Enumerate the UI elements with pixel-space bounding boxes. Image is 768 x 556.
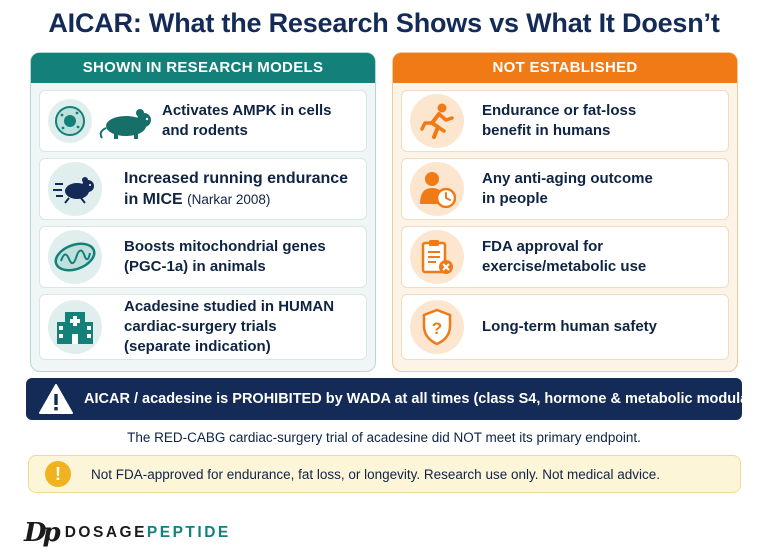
not-item-endurance-humans: Endurance or fat-loss benefit in humans — [401, 90, 729, 152]
shown-item-mitochondria: Boosts mitochondrial genes (PGC-1a) in a… — [39, 226, 367, 288]
shown-item-endurance-mice: Increased running endurance in MICE (Nar… — [39, 158, 367, 220]
brand-mark: Dp — [24, 518, 61, 548]
disclaimer-box: ! Not FDA-approved for endurance, fat lo… — [28, 455, 741, 493]
red-cabg-trial-note: The RED-CABG cardiac-surgery trial of ac… — [127, 430, 641, 445]
disclaimer-text: Not FDA-approved for endurance, fat loss… — [91, 466, 661, 482]
clipboard-x-icon — [410, 230, 464, 284]
shown-panel-header: SHOWN IN RESEARCH MODELS — [31, 53, 375, 83]
runner-icon — [410, 94, 464, 148]
shown-item-mitochondria-text: Boosts mitochondrial genes (PGC-1a) in a… — [124, 238, 326, 275]
wada-banner-text: AICAR / acadesine is PROHIBITED by WADA … — [84, 391, 768, 407]
exclamation-icon: ! — [45, 461, 71, 487]
not-item-fda-approval: FDA approval for exercise/metabolic use — [401, 226, 729, 288]
shown-item-ampk: Activates AMPK in cells and rodents — [39, 90, 367, 152]
not-item-long-term-safety: ? Long-term human safety — [401, 294, 729, 360]
shield-question-icon: ? — [410, 300, 464, 354]
not-established-header: NOT ESTABLISHED — [393, 53, 737, 83]
shown-in-research-panel: SHOWN IN RESEARCH MODELS Activates AMPK … — [30, 52, 376, 372]
wada-banner: AICAR / acadesine is PROHIBITED by WADA … — [26, 378, 768, 420]
shown-item-acadesine-text: Acadesine studied in HUMAN cardiac-surge… — [124, 298, 335, 355]
warning-triangle-icon — [38, 383, 74, 415]
shown-item-ampk-text: Activates AMPK in cells and rodents — [162, 102, 332, 139]
brand-logo: Dp DOSAGEPEPTIDE — [24, 518, 231, 548]
page-title: AICAR: What the Research Shows vs What I… — [48, 8, 720, 38]
not-established-panel: NOT ESTABLISHED Endurance or fat-loss be… — [392, 52, 738, 372]
person-clock-icon — [410, 162, 464, 216]
not-item-fda-text: FDA approval for exercise/metabolic use — [482, 238, 647, 275]
not-item-anti-aging: Any anti-aging outcome in people — [401, 158, 729, 220]
cell-and-mouse-icon — [46, 96, 156, 146]
not-item-safety-text: Long-term human safety — [482, 318, 658, 335]
shown-item-endurance-mice-text: Increased running endurance in MICE (Nar… — [124, 170, 349, 208]
brand-name: DOSAGEPEPTIDE — [64, 524, 231, 541]
not-item-anti-aging-text: Any anti-aging outcome in people — [482, 170, 653, 207]
hospital-icon — [48, 300, 102, 354]
shown-item-acadesine-human: Acadesine studied in HUMAN cardiac-surge… — [39, 294, 367, 360]
running-mouse-icon — [48, 162, 102, 216]
svg-text:?: ? — [432, 319, 442, 338]
not-item-endurance-text: Endurance or fat-loss benefit in humans — [482, 102, 637, 139]
mitochondria-icon — [48, 230, 102, 284]
